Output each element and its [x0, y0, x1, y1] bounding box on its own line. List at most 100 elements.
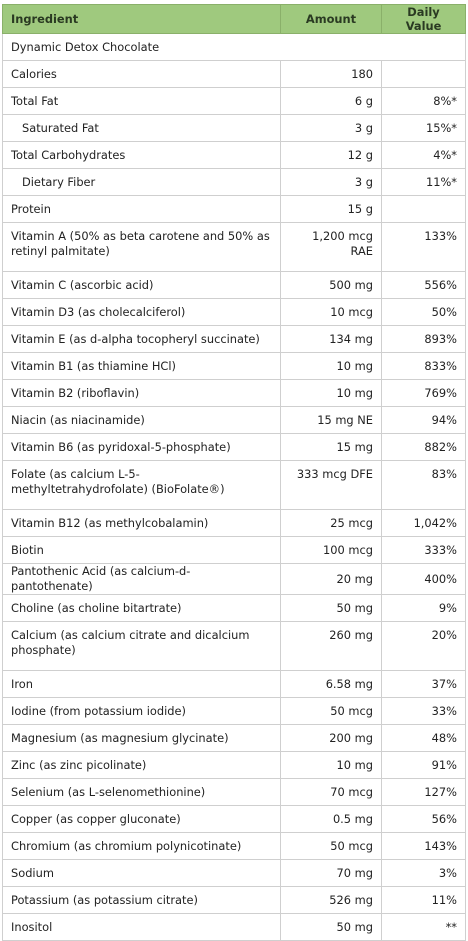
ingredient-cell: Vitamin A (50% as beta carotene and 50% … — [2, 222, 281, 272]
table-row: Calories 180 — [2, 60, 466, 88]
daily-value-cell: 48% — [381, 724, 466, 752]
daily-value-cell: 9% — [381, 594, 466, 622]
amount-cell: 134 mg — [280, 325, 382, 353]
amount-cell: 200 mg — [280, 724, 382, 752]
daily-value-cell: 127% — [381, 778, 466, 806]
ingredient-cell: Vitamin B1 (as thiamine HCl) — [2, 352, 281, 380]
amount-cell: 70 mg — [280, 859, 382, 887]
daily-value-cell: 20% — [381, 621, 466, 671]
ingredient-cell: Dietary Fiber — [2, 168, 281, 196]
ingredient-cell: Vitamin C (ascorbic acid) — [2, 271, 281, 299]
table-row: Iron 6.58 mg 37% — [2, 670, 466, 698]
ingredient-cell: Zinc (as zinc picolinate) — [2, 751, 281, 779]
daily-value-cell: 37% — [381, 670, 466, 698]
daily-value-cell: 769% — [381, 379, 466, 407]
table-row: Folate (as calcium L-5-methyltetrahydrof… — [2, 460, 466, 510]
table-row: Vitamin E (as d-alpha tocopheryl succina… — [2, 325, 466, 353]
ingredient-cell: Vitamin B6 (as pyridoxal-5-phosphate) — [2, 433, 281, 461]
ingredient-cell: Iron — [2, 670, 281, 698]
amount-cell: 1,200 mcg RAE — [280, 222, 382, 272]
table-row: Potassium (as potassium citrate) 526 mg 11… — [2, 886, 466, 914]
ingredient-cell: Potassium (as potassium citrate) — [2, 886, 281, 914]
daily-value-cell: 4%* — [381, 141, 466, 169]
ingredient-cell: Calcium (as calcium citrate and dicalciu… — [2, 621, 281, 671]
daily-value-cell: 50% — [381, 298, 466, 326]
ingredient-cell: Pantothenic Acid (as calcium-d-pantothen… — [2, 563, 281, 595]
ingredient-cell: Vitamin E (as d-alpha tocopheryl succina… — [2, 325, 281, 353]
product-name: Dynamic Detox Chocolate — [2, 33, 466, 61]
daily-value-cell: 91% — [381, 751, 466, 779]
amount-cell: 6.58 mg — [280, 670, 382, 698]
ingredient-cell: Chromium (as chromium polynicotinate) — [2, 832, 281, 860]
daily-value-cell: 11% — [381, 886, 466, 914]
amount-cell: 10 mg — [280, 379, 382, 407]
amount-cell: 500 mg — [280, 271, 382, 299]
daily-value-cell: 33% — [381, 697, 466, 725]
daily-value-cell: 83% — [381, 460, 466, 510]
ingredient-cell: Biotin — [2, 536, 281, 564]
amount-cell: 526 mg — [280, 886, 382, 914]
table-row: Dietary Fiber 3 g 11%* — [2, 168, 466, 196]
daily-value-cell — [381, 60, 466, 88]
header-row: Ingredient Amount Daily Value — [2, 4, 466, 34]
ingredient-cell: Vitamin D3 (as cholecalciferol) — [2, 298, 281, 326]
amount-cell: 0.5 mg — [280, 805, 382, 833]
amount-cell: 333 mcg DFE — [280, 460, 382, 510]
daily-value-cell: 882% — [381, 433, 466, 461]
amount-cell: 15 mg NE — [280, 406, 382, 434]
daily-value-cell: 3% — [381, 859, 466, 887]
table-row: Total Carbohydrates 12 g 4%* — [2, 141, 466, 169]
table-row: Niacin (as niacinamide) 15 mg NE 94% — [2, 406, 466, 434]
ingredient-cell: Total Fat — [2, 87, 281, 115]
table-row: Inositol 50 mg ** — [2, 913, 466, 941]
amount-cell: 180 — [280, 60, 382, 88]
amount-cell: 10 mg — [280, 352, 382, 380]
amount-cell: 50 mg — [280, 594, 382, 622]
ingredient-cell: Calories — [2, 60, 281, 88]
amount-cell: 6 g — [280, 87, 382, 115]
ingredient-cell: Sodium — [2, 859, 281, 887]
ingredient-cell: Saturated Fat — [2, 114, 281, 142]
daily-value-cell: ** — [381, 913, 466, 941]
ingredient-cell: Niacin (as niacinamide) — [2, 406, 281, 434]
daily-value-cell: 833% — [381, 352, 466, 380]
daily-value-cell: 1,042% — [381, 509, 466, 537]
amount-cell: 50 mcg — [280, 697, 382, 725]
amount-cell: 10 mg — [280, 751, 382, 779]
ingredient-cell: Total Carbohydrates — [2, 141, 281, 169]
table-row: Protein 15 g — [2, 195, 466, 223]
daily-value-cell: 94% — [381, 406, 466, 434]
amount-cell: 15 g — [280, 195, 382, 223]
table-row: Vitamin B6 (as pyridoxal-5-phosphate) 15 … — [2, 433, 466, 461]
daily-value-cell: 143% — [381, 832, 466, 860]
ingredient-cell: Protein — [2, 195, 281, 223]
amount-cell: 50 mg — [280, 913, 382, 941]
header-ingredient: Ingredient — [2, 4, 281, 34]
table-row: Zinc (as zinc picolinate) 10 mg 91% — [2, 751, 466, 779]
amount-cell: 260 mg — [280, 621, 382, 671]
table-row: Iodine (from potassium iodide) 50 mcg 33% — [2, 697, 466, 725]
daily-value-cell: 400% — [381, 563, 466, 595]
ingredient-cell: Copper (as copper gluconate) — [2, 805, 281, 833]
amount-cell: 10 mcg — [280, 298, 382, 326]
amount-cell: 3 g — [280, 168, 382, 196]
table-row: Total Fat 6 g 8%* — [2, 87, 466, 115]
table-row: Chromium (as chromium polynicotinate) 50 … — [2, 832, 466, 860]
ingredient-cell: Vitamin B12 (as methylcobalamin) — [2, 509, 281, 537]
table-row: Vitamin A (50% as beta carotene and 50% … — [2, 222, 466, 272]
amount-cell: 20 mg — [280, 563, 382, 595]
ingredient-cell: Inositol — [2, 913, 281, 941]
amount-cell: 15 mg — [280, 433, 382, 461]
amount-cell: 3 g — [280, 114, 382, 142]
table-row: Sodium 70 mg 3% — [2, 859, 466, 887]
ingredient-cell: Magnesium (as magnesium glycinate) — [2, 724, 281, 752]
ingredient-cell: Iodine (from potassium iodide) — [2, 697, 281, 725]
daily-value-cell: 556% — [381, 271, 466, 299]
daily-value-cell: 333% — [381, 536, 466, 564]
table-row: Saturated Fat 3 g 15%* — [2, 114, 466, 142]
table-row: Vitamin B2 (riboflavin) 10 mg 769% — [2, 379, 466, 407]
daily-value-cell: 8%* — [381, 87, 466, 115]
daily-value-cell: 893% — [381, 325, 466, 353]
product-name-row: Dynamic Detox Chocolate — [2, 33, 466, 61]
table-row: Magnesium (as magnesium glycinate) 200 mg… — [2, 724, 466, 752]
